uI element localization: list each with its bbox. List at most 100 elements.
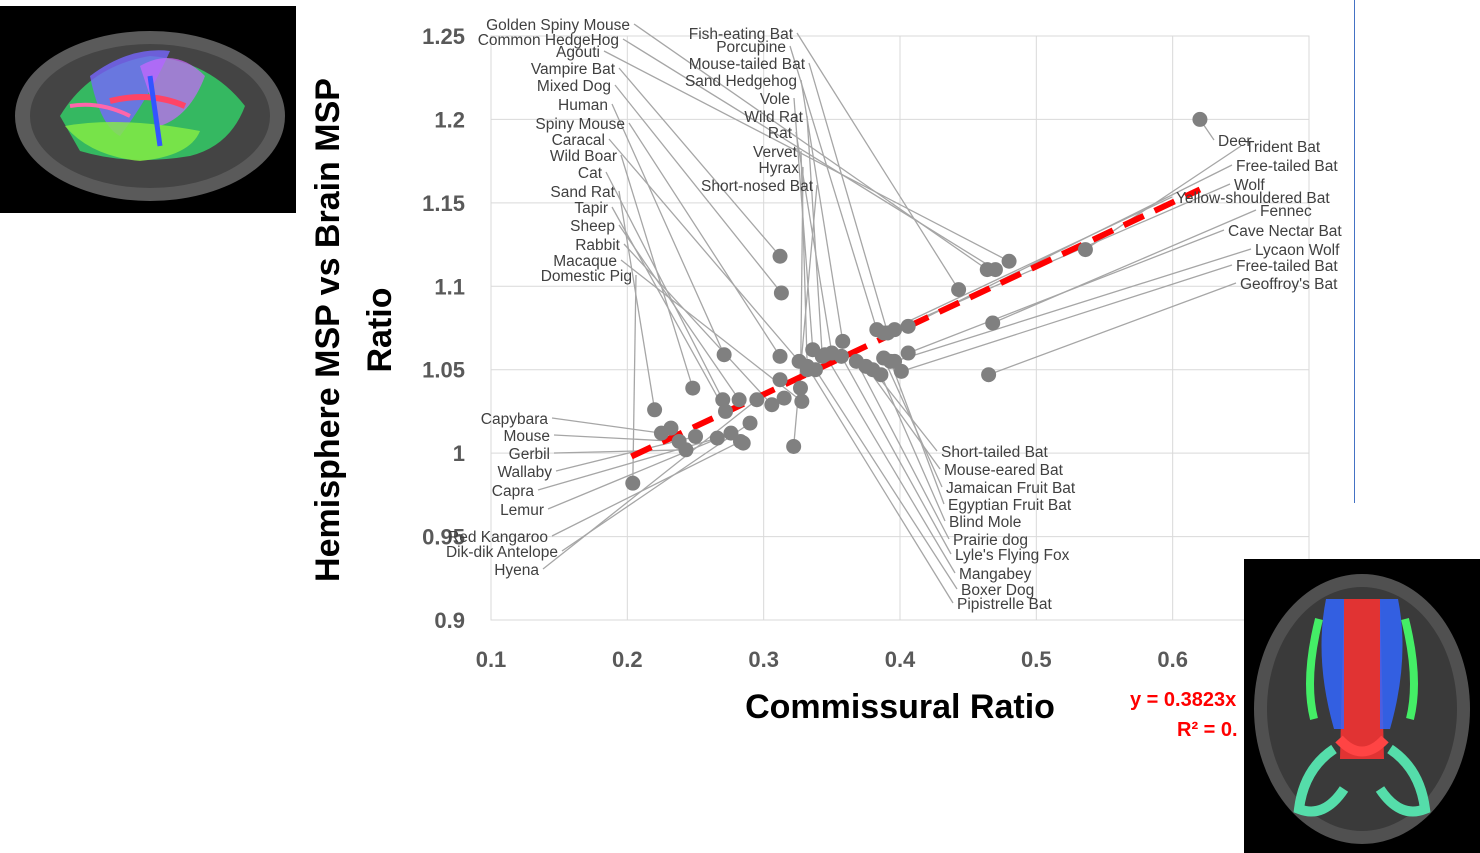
data-point	[773, 285, 789, 301]
data-point	[772, 248, 788, 264]
x-tick-label: 0.5	[1021, 647, 1052, 672]
leader-line	[611, 103, 725, 355]
data-point	[735, 435, 751, 451]
grid-lines	[490, 35, 1310, 621]
point-label: Blind Mole	[949, 514, 1021, 531]
data-point	[663, 420, 679, 436]
brain-sagittal-image	[0, 6, 296, 213]
point-label: Hyena	[494, 562, 539, 579]
trendline	[630, 186, 1202, 460]
leader-line	[553, 449, 686, 454]
leader-line	[824, 354, 956, 574]
point-label: Dik-dik Antelope	[446, 544, 558, 561]
leader-line	[901, 264, 1233, 373]
point-label: Free-tailed Bat	[1236, 258, 1338, 275]
point-label: Geoffroy's Bat	[1240, 276, 1338, 293]
leader-line	[603, 50, 1010, 262]
data-point	[772, 348, 788, 364]
point-label: Yellow-shouldered Bat	[1176, 190, 1330, 207]
point-label: Rabbit	[575, 237, 620, 254]
data-point	[1077, 242, 1093, 258]
point-label: Lycaon Wolf	[1255, 242, 1340, 259]
x-axis-title: Commissural Ratio	[745, 688, 1055, 726]
data-point	[893, 363, 909, 379]
data-point	[817, 347, 833, 363]
leader-line	[808, 62, 889, 334]
point-label: Sand Rat	[550, 184, 615, 201]
divider-line	[1354, 0, 1355, 503]
data-point	[731, 392, 747, 408]
leader-line	[840, 356, 952, 555]
leader-line	[618, 190, 656, 410]
point-label: Sheep	[570, 218, 615, 235]
point-label: Fennec	[1260, 203, 1312, 220]
point-label: Spiny Mouse	[535, 116, 625, 133]
trendline-equation: y = 0.3823x	[1130, 689, 1236, 711]
leader-line	[620, 259, 803, 402]
data-point	[987, 262, 1003, 278]
leader-line	[855, 361, 950, 540]
data-point	[678, 442, 694, 458]
point-label: Vervet	[753, 144, 798, 161]
data-point	[685, 380, 701, 396]
data-points	[625, 111, 1208, 491]
data-point	[688, 428, 703, 444]
point-label: Gerbil	[509, 446, 550, 463]
point-label: Deer	[1218, 133, 1252, 150]
y-tick-label: 1.15	[422, 191, 465, 216]
data-point	[717, 403, 733, 419]
leader-line	[611, 206, 727, 412]
point-label: Capybara	[481, 411, 549, 428]
leader-line	[542, 399, 758, 570]
point-label: Red Kangaroo	[448, 529, 548, 546]
point-label: Mangabey	[959, 566, 1032, 583]
data-point	[776, 390, 792, 406]
leader-line	[992, 209, 1257, 324]
data-point	[715, 392, 731, 408]
data-point	[876, 325, 892, 341]
point-label: Egyptian Fruit Bat	[948, 497, 1072, 514]
point-label: Free-tailed Bat	[1236, 158, 1338, 175]
leader-line	[800, 150, 808, 370]
data-point	[900, 318, 916, 334]
data-point	[900, 345, 916, 361]
point-label: Caracal	[552, 132, 605, 149]
point-label: Macaque	[553, 253, 617, 270]
data-point	[848, 353, 864, 369]
data-point	[981, 367, 997, 383]
leader-line	[907, 229, 1225, 354]
x-tick-label: 0.1	[476, 647, 507, 672]
trendline-r-squared: R² = 0.	[1177, 719, 1238, 741]
y-tick-label: 1.25	[422, 24, 465, 49]
point-label: Mouse	[503, 428, 550, 445]
point-label: Human	[558, 97, 608, 114]
point-label: Porcupine	[716, 39, 786, 56]
brain-axial-image	[1244, 559, 1480, 853]
y-axis-title: Hemisphere MSP vs Brain MSP	[309, 78, 347, 582]
x-tick-label: 0.4	[885, 647, 916, 672]
leader-line	[551, 440, 741, 537]
leader-line	[623, 243, 773, 406]
leader-line	[628, 122, 781, 357]
data-point	[882, 353, 898, 369]
point-label: Wallaby	[497, 464, 552, 481]
leader-line	[872, 369, 938, 452]
point-label: Cat	[578, 165, 603, 182]
x-tick-label: 0.2	[612, 647, 643, 672]
data-point	[1001, 253, 1017, 269]
data-point	[772, 372, 788, 388]
leader-line	[605, 171, 724, 401]
data-point	[625, 475, 641, 491]
data-point	[873, 367, 889, 383]
leader-line	[799, 166, 804, 389]
point-label: Vole	[760, 91, 790, 108]
y-tick-label: 1.1	[434, 274, 465, 299]
data-point	[985, 315, 1001, 331]
x-tick-label: 0.6	[1157, 647, 1188, 672]
point-label: Common HedgeHog	[478, 32, 619, 49]
data-point	[799, 358, 815, 374]
leader-line	[988, 282, 1237, 376]
leader-line	[547, 432, 732, 510]
point-label: Cave Nectar Bat	[1228, 223, 1342, 240]
leader-line	[865, 365, 941, 470]
